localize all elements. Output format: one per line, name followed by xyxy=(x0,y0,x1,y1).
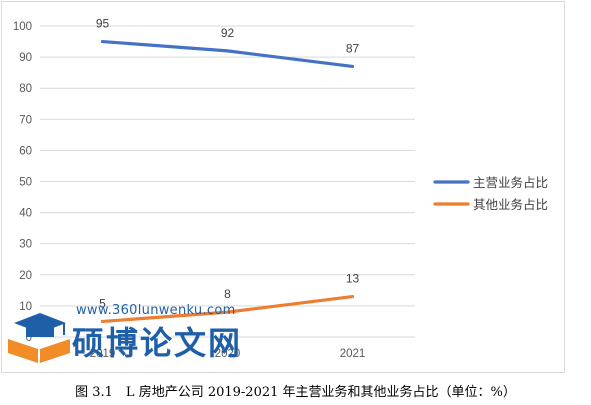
chart-frame xyxy=(1,1,565,373)
data-label-s0-2020: 92 xyxy=(221,26,235,40)
series-line-1 xyxy=(100,294,355,324)
figure-caption: 图 3.1 L 房地产公司 2019-2021 年主营业务和其他业务占比（单位：… xyxy=(75,385,516,400)
line-chart: 0 10 20 30 40 50 60 70 80 90 100 2019 2020 2021 95 92 87… xyxy=(13,17,548,360)
graduation-cap-book-icon xyxy=(8,313,70,363)
x-tick-label-2021: 2021 xyxy=(340,348,366,360)
series-line-0 xyxy=(100,39,355,69)
y-tick-label-40: 40 xyxy=(19,208,32,220)
y-tick-label-100: 100 xyxy=(13,21,32,33)
watermark-url: www.360lunwenku.com xyxy=(76,303,236,318)
y-tick-label-10: 10 xyxy=(19,301,32,313)
data-label-s1-2020: 8 xyxy=(224,287,231,301)
legend-label-0: 主营业务占比 xyxy=(473,175,548,190)
data-label-s1-2021: 13 xyxy=(346,272,360,286)
watermark-name: 硕博论文网 xyxy=(72,324,243,362)
y-tick-label-50: 50 xyxy=(19,177,32,189)
watermark: www.360lunwenku.com 硕博论文网 xyxy=(6,303,266,365)
y-tick-label-70: 70 xyxy=(19,114,32,126)
x-tick-label-2020: 2020 xyxy=(215,348,241,360)
y-tick-label-0: 0 xyxy=(26,332,32,344)
legend-label-1: 其他业务占比 xyxy=(473,197,548,212)
x-tick-label-2019: 2019 xyxy=(90,348,116,360)
y-tick-label-80: 80 xyxy=(19,83,32,95)
y-tick-label-60: 60 xyxy=(19,145,32,157)
y-tick-label-30: 30 xyxy=(19,239,32,251)
data-label-s0-2019: 95 xyxy=(96,17,110,31)
data-label-s1-2019: 5 xyxy=(99,296,106,310)
y-tick-label-20: 20 xyxy=(19,270,32,282)
data-label-s0-2021: 87 xyxy=(346,41,360,55)
y-tick-label-90: 90 xyxy=(19,52,32,64)
